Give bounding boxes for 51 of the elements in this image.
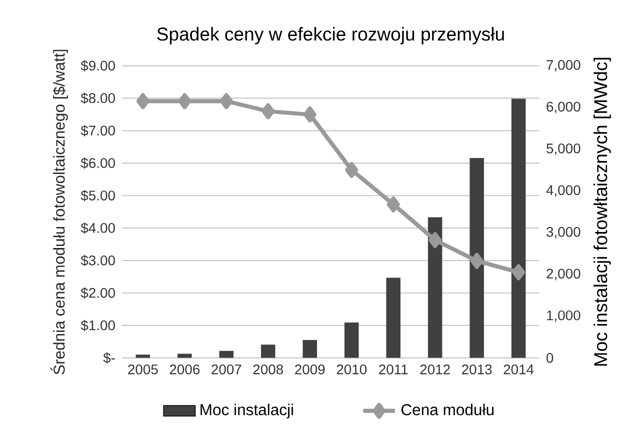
y2-tick-label: 4,000	[546, 185, 580, 197]
point	[220, 93, 233, 110]
y-tick-label: $2.00	[80, 287, 115, 299]
bar	[302, 340, 318, 358]
legend-label: Cena modułu	[402, 404, 494, 416]
bar	[511, 98, 526, 358]
y-tick-label: $3.00	[80, 254, 115, 266]
x-tick-label: 2005	[128, 364, 158, 374]
y-tick-label: $6.00	[80, 158, 115, 169]
y-tick-label: $-	[103, 352, 115, 364]
y2-tick-label: 3,000	[546, 226, 580, 238]
y2-axis-title: Moc instalacji fotowłtaicznych [MWdc]	[594, 58, 611, 366]
point	[262, 103, 275, 120]
y2-tick-label: 6,000	[546, 102, 580, 114]
x-tick-label: 2008	[253, 364, 284, 374]
x-tick-label: 2006	[170, 364, 200, 374]
bar	[386, 278, 400, 358]
x-tick-label: 2010	[336, 364, 367, 374]
bar	[344, 322, 359, 358]
legend-label: Moc instalacji	[200, 404, 293, 418]
x-tick-label: 2009	[295, 364, 325, 374]
point	[386, 196, 400, 212]
chart-title: Spadek ceny w efekcie rozwoju przemysłu	[157, 27, 504, 44]
x-tick-label: 2007	[212, 364, 242, 374]
bar	[219, 350, 234, 358]
bar	[261, 344, 276, 358]
y2-tick-label: 0	[546, 353, 554, 363]
point	[136, 93, 150, 110]
y2-tick-label: 2,000	[546, 268, 580, 280]
x-tick-label: 2014	[504, 364, 534, 374]
y-tick-label: $1.00	[80, 320, 115, 332]
point	[178, 93, 192, 110]
y-axis-title: Średnia cena modułu fotowoltaicznego [$/watt]	[50, 50, 68, 374]
bar	[470, 158, 484, 358]
x-tick-label: 2011	[379, 364, 408, 374]
x-tick-label: 2012	[420, 364, 450, 374]
x-tick-label: 2013	[462, 364, 492, 374]
y2-tick-label: 1,000	[547, 310, 580, 322]
y-tick-label: $5.00	[80, 190, 115, 202]
point	[512, 264, 526, 280]
y-tick-label: $7.00	[80, 125, 115, 136]
y2-tick-label: 5,000	[546, 144, 580, 156]
point	[303, 106, 316, 122]
y-tick-label: $4.00	[80, 222, 115, 234]
y2-tick-label: 7,000	[546, 60, 580, 72]
bar	[428, 217, 442, 358]
point	[345, 162, 358, 178]
y-tick-label: $9.00	[80, 60, 115, 72]
y-tick-label: $8.00	[80, 92, 115, 104]
point	[470, 252, 484, 269]
point	[428, 232, 442, 248]
